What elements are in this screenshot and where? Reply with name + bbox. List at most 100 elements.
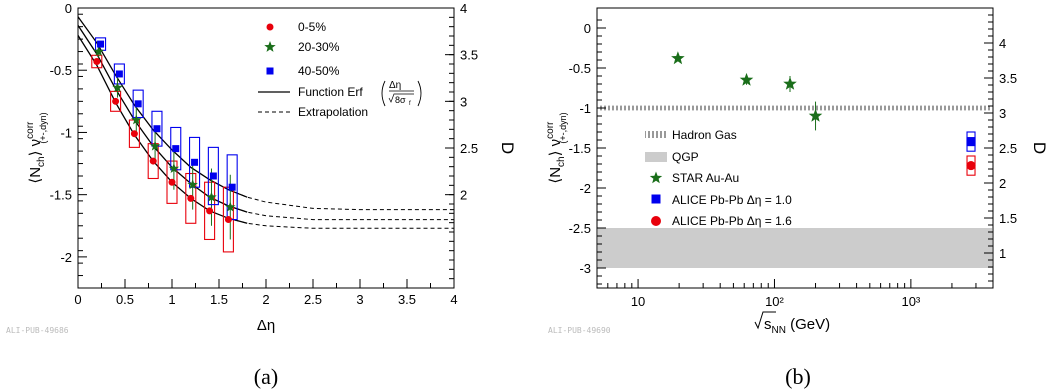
x-tick-label: 1.5: [210, 292, 228, 307]
systematic-box: [166, 160, 178, 204]
plot-frame-a: [77, 7, 455, 289]
x-tick-label: 0: [74, 292, 81, 307]
data-point-star: [225, 201, 236, 212]
x-tick-label: 3.5: [398, 292, 416, 307]
systematic-box: [226, 154, 238, 221]
erf-argument: Δη 8σ f: [381, 80, 422, 107]
systematic-box: [110, 90, 122, 112]
x-tick-label: 3: [356, 292, 363, 307]
y2-tick-label: 1.5: [999, 211, 1017, 226]
data-point-star: [131, 114, 142, 125]
fit-curve: [77, 25, 248, 213]
y-tick-label: -2: [60, 250, 72, 265]
legend-label-20-30: 20-30%: [298, 40, 340, 54]
extrapolation-curve: [228, 189, 454, 211]
y2-tick-label: 4: [460, 1, 467, 16]
data-point-star: [112, 82, 123, 93]
y-axis-title-b: ⟨Nch⟩ νcorr (+-,dyn): [545, 112, 568, 183]
data-point-star: [783, 76, 797, 90]
y-tick-label: -1: [60, 125, 72, 140]
data-point-star: [206, 191, 217, 202]
legend-label-fit: Function Erf: [298, 85, 363, 99]
data-point-circle: [206, 207, 214, 215]
data-point-square: [97, 40, 105, 48]
data-point-circle: [168, 178, 176, 186]
y-tick-label: 0: [584, 21, 591, 36]
legend-label-qgp: QGP: [672, 150, 699, 164]
y2-tick-label: 3.5: [460, 48, 478, 63]
data-point-star: [149, 140, 161, 151]
y-tick-label: -0.5: [50, 63, 72, 78]
x-axis-title-b: sNN (GeV): [754, 311, 830, 336]
legend-label-star: STAR Au-Au: [672, 171, 739, 185]
y-tick-label: -1.5: [50, 188, 72, 203]
fit-curve: [77, 16, 248, 198]
data-point-star: [671, 51, 685, 65]
legend-marker-qgp: [645, 152, 667, 162]
data-point-square: [172, 145, 180, 153]
data-point-circle: [112, 97, 120, 105]
legend-b: Hadron Gas QGP STAR Au-Au ALICE Pb-Pb Δη…: [645, 128, 792, 228]
y2-tick-label: 2.5: [460, 141, 478, 156]
y2-tick-label: 3.5: [999, 71, 1017, 86]
x-axis-title-a: Δη: [257, 317, 275, 334]
systematic-box: [185, 172, 197, 224]
x-tick-label: 2.5: [304, 292, 322, 307]
data-point-square: [134, 100, 142, 108]
data-point-circle: [966, 161, 976, 171]
svg-text:f: f: [409, 101, 411, 107]
band-qgp: [598, 228, 992, 268]
extrapolation-curve: [228, 217, 454, 229]
data-point-square: [966, 137, 976, 147]
y2-tick-label: 2.5: [999, 141, 1017, 156]
legend-label-hadron-gas: Hadron Gas: [672, 128, 737, 142]
caption-b: (b): [785, 364, 811, 389]
legend-marker-0-5: [266, 23, 274, 31]
data-point-circle: [93, 58, 101, 66]
legend-label-alice-10: ALICE Pb-Pb Δη = 1.0: [672, 193, 792, 207]
x-tick-label: 0.5: [116, 292, 134, 307]
x-tick-label: 10: [631, 294, 645, 309]
legend-marker-star: [649, 171, 663, 184]
systematic-box: [91, 54, 103, 69]
svg-text:⟨Nch⟩ νcorr(+-,dyn): ⟨Nch⟩ νcorr (+-,dyn): [25, 112, 48, 183]
svg-text:⟨Nch⟩ νcorr(+-,dyn): ⟨Nch⟩ νcorr (+-,dyn): [545, 112, 568, 183]
band-hadron-gas: [598, 105, 992, 111]
y-tick-label: -2: [579, 181, 591, 196]
data-point-square: [228, 183, 236, 191]
svg-text:Δη: Δη: [389, 80, 401, 91]
data-point-star: [739, 72, 754, 86]
legend-label-alice-16: ALICE Pb-Pb Δη = 1.6: [672, 214, 792, 228]
y2-tick-label: 2: [999, 176, 1006, 191]
svg-text:sNN (GeV): sNN (GeV): [764, 316, 830, 336]
watermark-a: ALI-PUB-49686: [6, 326, 69, 335]
legend-label-40-50: 40-50%: [298, 64, 340, 78]
watermark-b: ALI-PUB-49690: [548, 326, 611, 335]
x-tick-label: 10³: [901, 294, 920, 309]
x-tick-label: 4: [450, 292, 457, 307]
data-point-square: [115, 70, 123, 78]
data-point-circle: [224, 216, 232, 224]
x-tick-label: 10²: [765, 294, 784, 309]
y-tick-label: -1: [579, 101, 591, 116]
legend-marker-40-50: [266, 67, 274, 75]
systematic-box: [147, 143, 159, 180]
y2-tick-label: 3: [460, 94, 467, 109]
y2-tick-label: 1: [999, 246, 1006, 261]
legend-marker-alice-16: [651, 216, 661, 226]
y-tick-label: -3: [579, 261, 591, 276]
y-tick-label: -2.5: [569, 221, 591, 236]
data-point-star: [93, 46, 104, 56]
y-axis-title-a: ⟨Nch⟩ νcorr (+-,dyn): [25, 112, 48, 183]
data-point-star: [808, 108, 823, 122]
panel-b: 10 10² 10³ 0 -0.5 -1 -1.5 -2 -2.5 -3 4 3.5 3 2.5 2 1.5 1…: [545, 7, 1048, 389]
legend-marker-20-30: [264, 41, 276, 52]
svg-text:8σ: 8σ: [395, 95, 406, 105]
data-point-star: [168, 163, 180, 173]
systematic-box: [204, 181, 216, 241]
y2-axis-title-b: D: [1030, 142, 1048, 154]
legend-label-extrapolation: Extrapolation: [298, 105, 368, 119]
caption-a: (a): [254, 364, 278, 389]
legend-label-0-5: 0-5%: [298, 20, 326, 34]
y-tick-label: -1.5: [569, 141, 591, 156]
